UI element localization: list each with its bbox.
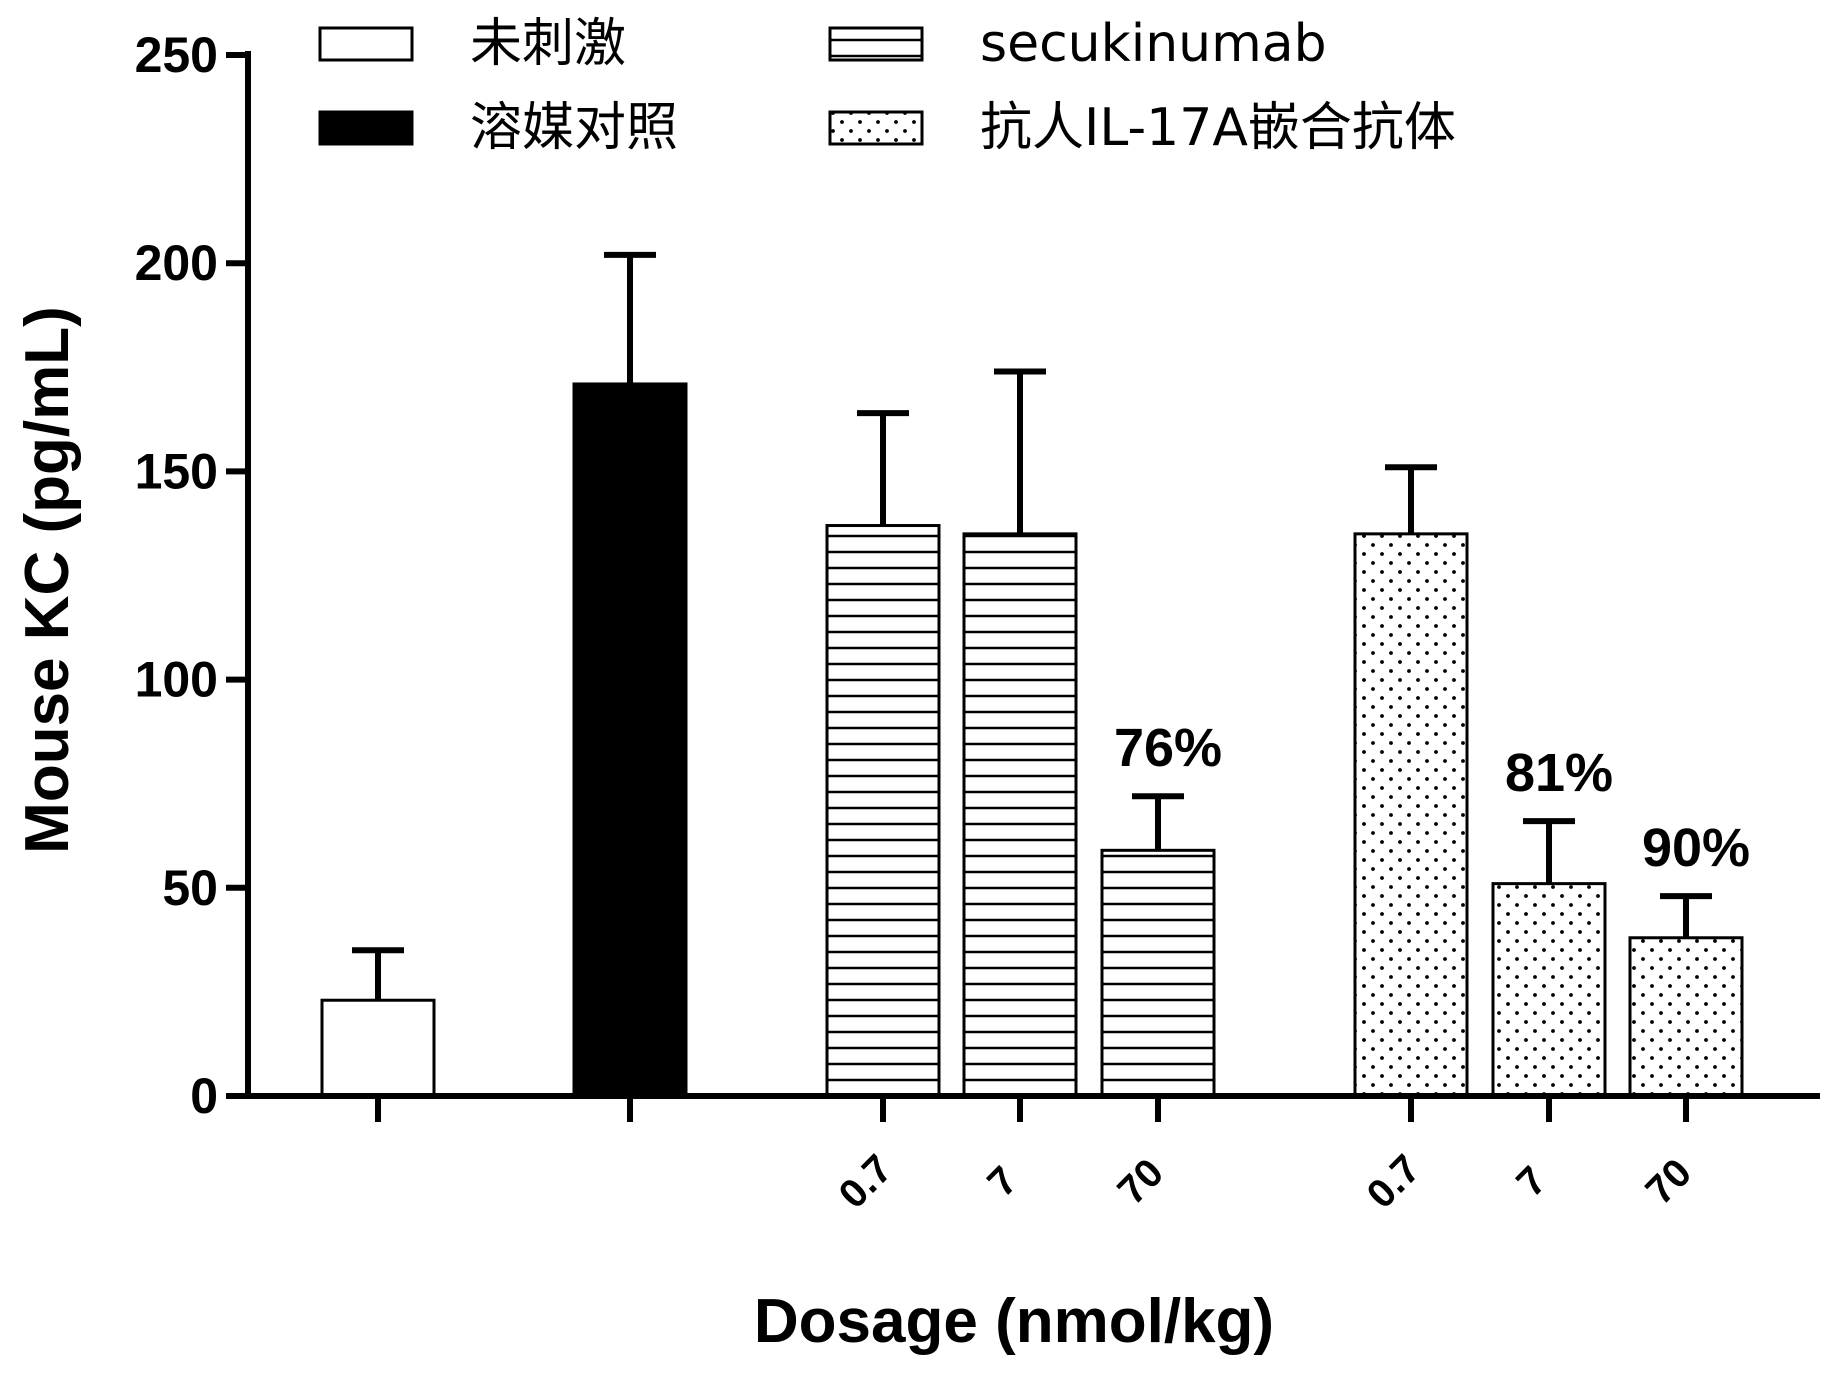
bar-annotation: 90% [1642, 818, 1750, 878]
y-tick-label: 250 [135, 27, 218, 83]
bar [1628, 936, 1744, 1098]
y-tick-label: 0 [190, 1068, 218, 1124]
legend-swatch [828, 26, 924, 62]
bar [825, 524, 941, 1098]
x-tick-label: 70 [1110, 1151, 1173, 1214]
bar-annotation: 81% [1505, 743, 1613, 803]
x-tick-label: 7 [1508, 1158, 1555, 1205]
legend-label: 溶媒对照 [470, 98, 678, 158]
plot-area: 76% 81% 90% [320, 251, 1750, 1098]
x-tick-label: 7 [979, 1158, 1026, 1205]
bar [320, 998, 436, 1098]
y-tick-label: 100 [135, 652, 218, 708]
x-axis-title: Dosage (nmol/kg) [754, 1287, 1274, 1356]
y-tick-label: 150 [135, 443, 218, 499]
legend-swatch [828, 110, 924, 146]
legend-swatch [318, 110, 414, 146]
x-tick-label: 0.7 [1359, 1147, 1429, 1217]
bar [962, 532, 1078, 1098]
bar [1353, 532, 1469, 1098]
bar [572, 382, 688, 1098]
legend-label: 未刺激 [470, 14, 626, 74]
bar [1491, 882, 1607, 1098]
x-tick-label: 70 [1638, 1151, 1701, 1214]
legend-swatch [318, 26, 414, 62]
legend: 未刺激 secukinumab 溶媒对照 抗人IL-17A嵌合抗体 [318, 14, 1456, 158]
y-tick-label: 200 [135, 235, 218, 291]
legend-label: 抗人IL-17A嵌合抗体 [980, 98, 1456, 158]
y-tick-label: 50 [162, 860, 218, 916]
bar [1100, 848, 1216, 1098]
y-axis-title: Mouse KC (pg/mL) [13, 306, 82, 854]
legend-label: secukinumab [980, 14, 1327, 74]
x-tick-label: 0.7 [831, 1147, 901, 1217]
bar-annotation: 76% [1114, 718, 1222, 778]
